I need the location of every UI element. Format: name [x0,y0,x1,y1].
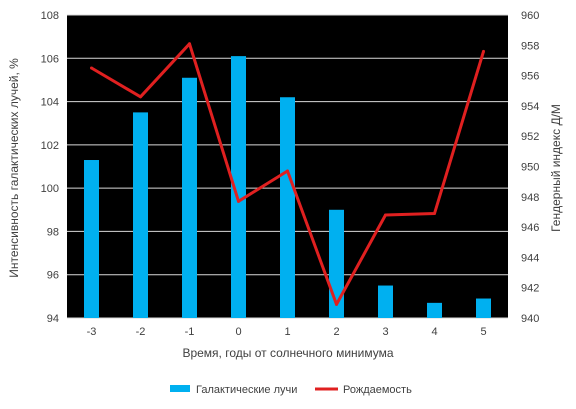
y-tick-label: 98 [47,226,59,238]
line-point [286,169,289,173]
bar [476,298,491,318]
y-tick-label: 106 [41,53,59,65]
y2-tick-label: 946 [521,222,539,234]
legend-bar-swatch [170,385,190,392]
x-axis-ticks: -3 -2 -1 0 1 2 3 4 5 [87,326,487,338]
y2-axis-ticks: 940 942 944 946 948 950 952 954 956 958 960 [521,10,539,325]
line-point [335,302,338,306]
x-axis-title: Время, годы от солнечного минимума [182,346,393,360]
y2-tick-label: 958 [521,40,539,52]
y-axis-ticks: 94 96 98 100 102 104 106 108 [41,10,59,325]
y2-tick-label: 940 [521,313,539,325]
y2-tick-label: 950 [521,162,539,174]
y2-tick-label: 948 [521,192,539,204]
line-point [90,66,93,70]
line-point [139,95,142,99]
bar [280,97,295,318]
line-point [188,42,191,46]
x-tick-label: 2 [333,326,339,338]
x-tick-label: 0 [235,326,241,338]
y-axis-title: Интенсивность галактических лучей, % [7,58,21,278]
x-tick-label: 5 [480,326,486,338]
y-tick-label: 104 [41,97,59,109]
y2-axis-title: Гендерный индекс Д/М [549,104,563,232]
y2-tick-label: 952 [521,131,539,143]
x-tick-label: -1 [185,326,195,338]
x-tick-label: -3 [87,326,97,338]
legend-line-label: Рождаемость [343,384,412,396]
y2-tick-label: 956 [521,71,539,83]
y-tick-label: 94 [47,313,59,325]
line-series [90,42,485,306]
y-tick-label: 96 [47,270,59,282]
y2-tick-label: 954 [521,101,539,113]
x-tick-label: 3 [382,326,388,338]
line-point [482,49,485,53]
x-tick-label: 1 [284,326,290,338]
x-tick-label: 4 [431,326,437,338]
line-point [237,199,240,203]
legend-bar-label: Галактические лучи [196,384,297,396]
bar [84,160,99,318]
y-tick-label: 108 [41,10,59,22]
line-point [433,211,436,215]
bar-series [84,56,491,319]
y-tick-label: 102 [41,140,59,152]
y2-tick-label: 942 [521,283,539,295]
y2-tick-label: 960 [521,10,539,22]
bar [133,112,148,319]
y2-tick-label: 944 [521,252,539,264]
bar [427,302,442,318]
line-point [384,213,387,217]
bar [378,285,393,318]
bar [182,77,197,318]
legend: Галактические лучи Рождаемость [170,384,412,396]
bar [231,56,246,318]
y-tick-label: 100 [41,183,59,195]
x-tick-label: -2 [136,326,146,338]
